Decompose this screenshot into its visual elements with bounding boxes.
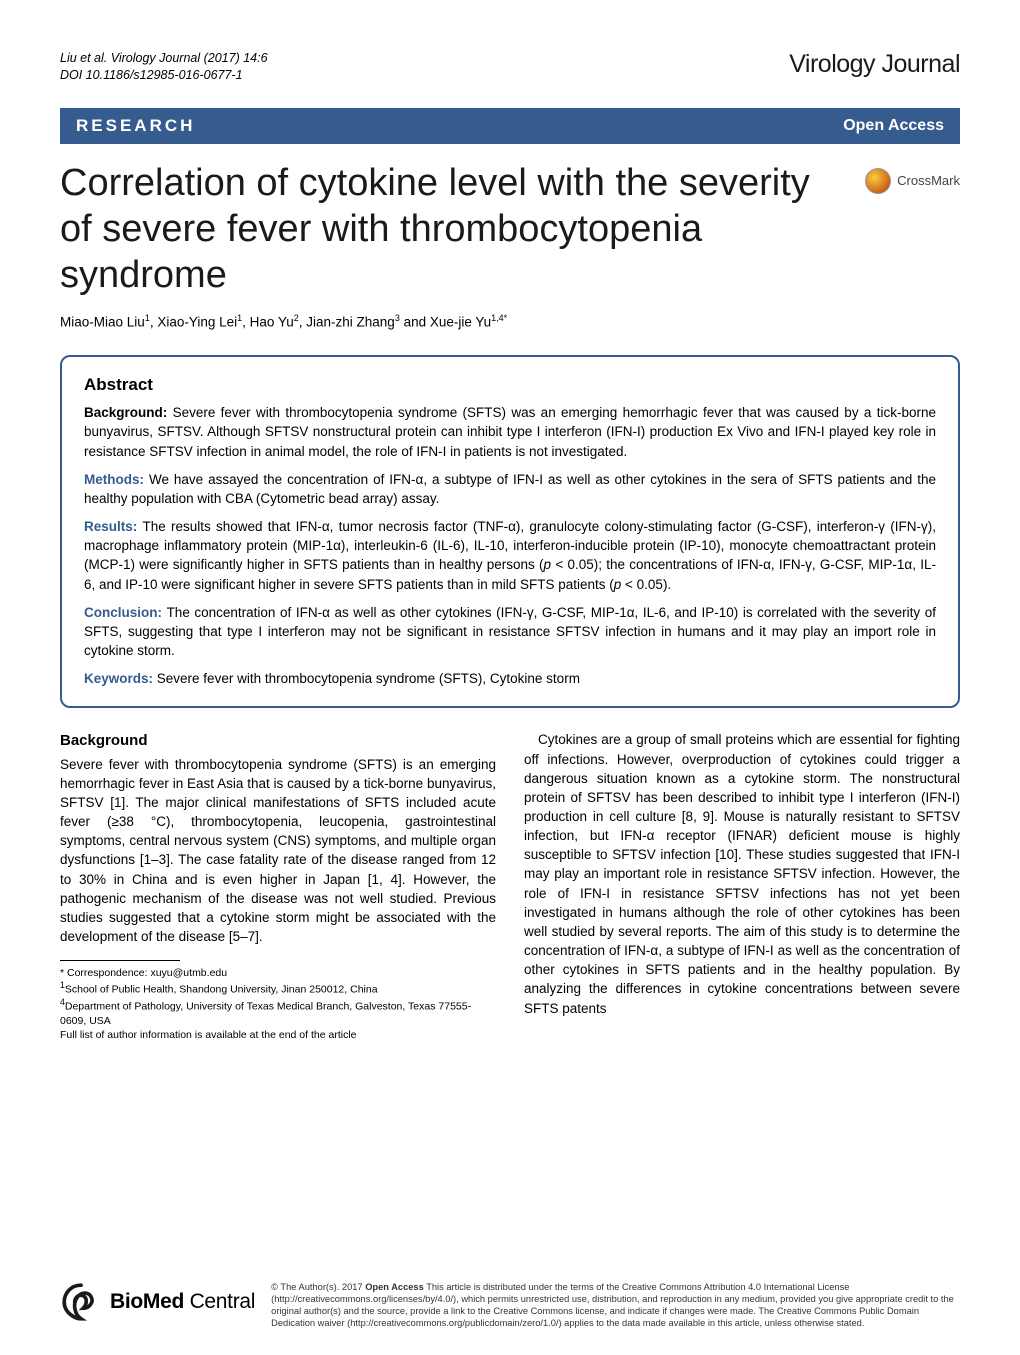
abstract-heading: Abstract	[84, 375, 936, 395]
author: Xiao-Ying Lei	[157, 314, 237, 329]
crossmark-badge[interactable]: CrossMark	[865, 168, 960, 194]
crossmark-label: CrossMark	[897, 173, 960, 188]
footnote-separator	[60, 960, 180, 961]
correspondence: * Correspondence: xuyu@utmb.edu	[60, 966, 496, 980]
abstract-label: Conclusion:	[84, 605, 167, 620]
authors: Miao-Miao Liu1, Xiao-Ying Lei1, Hao Yu2,…	[60, 313, 960, 330]
abstract-label: Methods:	[84, 472, 149, 487]
abstract-label: Results:	[84, 519, 143, 534]
affiliation: 4Department of Pathology, University of …	[60, 997, 496, 1028]
abstract-label: Keywords:	[84, 671, 157, 686]
abstract-text: Severe fever with thrombocytopenia syndr…	[157, 671, 580, 686]
author: Hao Yu	[250, 314, 294, 329]
open-access-label: Open Access	[843, 117, 944, 135]
section-heading: Background	[60, 730, 496, 751]
article-type: RESEARCH	[76, 116, 195, 136]
abstract-pvalue: p	[544, 557, 552, 572]
bmc-swirl-icon	[60, 1281, 102, 1323]
body-paragraph: Cytokines are a group of small proteins …	[524, 730, 960, 1017]
journal-name: Virology Journal	[789, 50, 960, 79]
abstract-keywords: Keywords: Severe fever with thrombocytop…	[84, 669, 936, 688]
license-text: © The Author(s). 2017 Open Access This a…	[271, 1281, 960, 1329]
footer: BioMed Central © The Author(s). 2017 Ope…	[60, 1281, 960, 1329]
abstract-methods: Methods: We have assayed the concentrati…	[84, 470, 936, 508]
footnotes: * Correspondence: xuyu@utmb.edu 1School …	[60, 966, 496, 1042]
author-affil: 1,4*	[491, 313, 507, 323]
abstract-text: < 0.05).	[621, 577, 671, 592]
abstract-box: Abstract Background: Severe fever with t…	[60, 355, 960, 708]
abstract-results: Results: The results showed that IFN-α, …	[84, 517, 936, 594]
author: Jian-zhi Zhang	[306, 314, 395, 329]
abstract-text: Severe fever with thrombocytopenia syndr…	[84, 405, 936, 458]
article-title: Correlation of cytokine level with the s…	[60, 160, 847, 299]
body-columns: Background Severe fever with thrombocyto…	[60, 730, 960, 1042]
open-access-bold: Open Access	[365, 1282, 424, 1292]
author: Miao-Miao Liu	[60, 314, 145, 329]
citation-line1: Liu et al. Virology Journal (2017) 14:6	[60, 50, 268, 67]
full-author-list-note: Full list of author information is avail…	[60, 1028, 496, 1042]
page-header: Liu et al. Virology Journal (2017) 14:6 …	[60, 50, 960, 84]
abstract-conclusion: Conclusion: The concentration of IFN-α a…	[84, 603, 936, 660]
body-paragraph: Severe fever with thrombocytopenia syndr…	[60, 755, 496, 947]
abstract-text: The concentration of IFN-α as well as ot…	[84, 605, 936, 658]
biomedcentral-logo: BioMed Central	[60, 1281, 255, 1323]
right-column: Cytokines are a group of small proteins …	[524, 730, 960, 1042]
abstract-text: We have assayed the concentration of IFN…	[84, 472, 936, 506]
author: Xue-jie Yu	[430, 314, 491, 329]
bmc-wordmark: BioMed Central	[110, 1290, 255, 1314]
left-column: Background Severe fever with thrombocyto…	[60, 730, 496, 1042]
affiliation: 1School of Public Health, Shandong Unive…	[60, 980, 496, 997]
abstract-background: Background: Severe fever with thrombocyt…	[84, 403, 936, 460]
abstract-label: Background:	[84, 405, 173, 420]
crossmark-icon	[865, 168, 891, 194]
citation: Liu et al. Virology Journal (2017) 14:6 …	[60, 50, 268, 84]
citation-line2: DOI 10.1186/s12985-016-0677-1	[60, 67, 268, 84]
article-type-bar: RESEARCH Open Access	[60, 108, 960, 144]
